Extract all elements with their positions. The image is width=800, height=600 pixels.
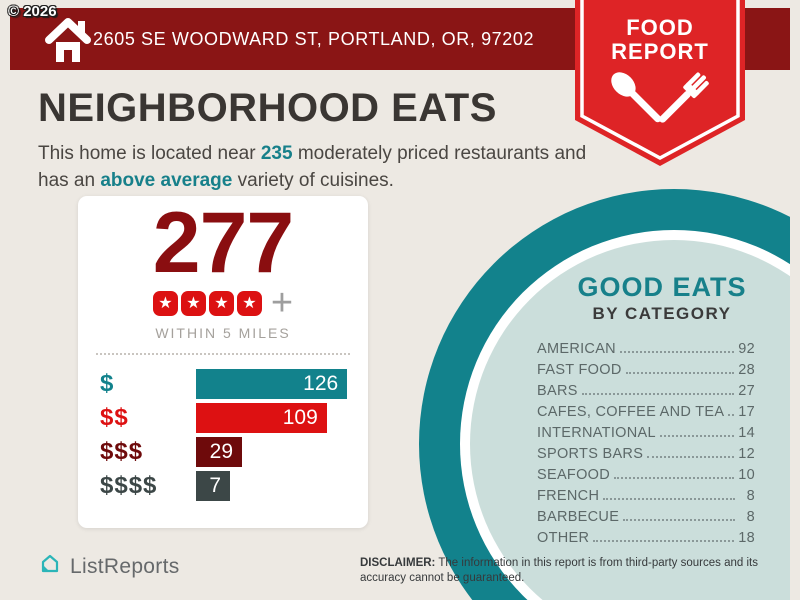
- bar-price-4: 7: [196, 471, 230, 501]
- variety-highlight: above average: [100, 169, 233, 191]
- star-icon: ★: [180, 291, 206, 316]
- page-title: NEIGHBORHOOD EATS: [38, 86, 497, 130]
- star-icon: ★: [236, 291, 262, 316]
- price-tier-label: $: [100, 370, 115, 397]
- dot-leader: [619, 351, 735, 353]
- list-item: INTERNATIONAL 14: [537, 425, 755, 441]
- bar-price-2: 109: [196, 403, 327, 433]
- home-icon: [43, 12, 93, 71]
- summary-text: This home is located near 235 moderately…: [38, 143, 587, 191]
- food-report-badge-label: FOOD REPORT: [611, 15, 709, 65]
- dot-leader: [659, 435, 735, 437]
- category-list: AMERICAN 92 FAST FOOD 28 BARS 27 CAFES, COF…: [537, 336, 755, 546]
- bar-row-price-3: $$$ 29: [78, 437, 350, 467]
- good-eats-header: GOOD EATS BY CATEGORY: [492, 272, 790, 324]
- disclaimer-text: DISCLAIMER: The information in this repo…: [360, 557, 758, 584]
- list-item: OTHER 18: [537, 530, 755, 546]
- restaurant-count-highlight: 235: [260, 143, 293, 164]
- list-item: BARS 27: [537, 383, 755, 399]
- spoon-fork-crossed-icon: [611, 72, 709, 123]
- dot-leader: [593, 540, 735, 542]
- star-icon: ★: [208, 291, 234, 316]
- bar-price-3: 29: [196, 437, 242, 467]
- radius-caption: WITHIN 5 MILES: [155, 325, 291, 341]
- listreports-wordmark: ListReports: [70, 554, 180, 578]
- bar-row-price-4: $$$$ 7: [78, 471, 350, 501]
- listreports-logo: ListReports: [38, 552, 180, 581]
- price-tier-bar-chart: $ 126 $$ 109 $$$ 29 $$$$ 7: [78, 369, 350, 505]
- infographic-canvas: 2605 SE WOODWARD ST, PORTLAND, OR, 97202: [10, 0, 790, 600]
- list-item: SEAFOOD 10: [537, 467, 755, 483]
- price-tier-label: $$: [100, 404, 129, 431]
- list-item: AMERICAN 92: [537, 341, 755, 357]
- list-item: SPORTS BARS 12: [537, 446, 755, 462]
- star-rating-row: ★ ★ ★ ★ +: [78, 282, 368, 324]
- bar-row-price-2: $$ 109: [78, 403, 350, 433]
- property-address: 2605 SE WOODWARD ST, PORTLAND, OR, 97202: [93, 28, 535, 49]
- dot-leader: [581, 393, 735, 395]
- list-item: CAFES, COFFEE AND TEA 17: [537, 404, 755, 420]
- price-tier-label: $$$: [100, 438, 144, 465]
- dot-leader: [623, 519, 735, 521]
- good-eats-subtitle: BY CATEGORY: [592, 304, 732, 323]
- dot-leader: [603, 498, 735, 500]
- dot-leader: [728, 414, 735, 416]
- plus-icon: +: [270, 282, 294, 324]
- listreports-house-icon: [38, 552, 62, 581]
- dot-leader: [614, 477, 735, 479]
- star-icon: ★: [152, 291, 178, 316]
- dotted-divider: [96, 353, 350, 355]
- list-item: FRENCH 8: [537, 488, 755, 504]
- total-restaurant-count: 277: [152, 195, 295, 291]
- bar-row-price-1: $ 126: [78, 369, 350, 399]
- copyright-text: © 2026: [8, 3, 57, 20]
- food-report-badge: FOOD REPORT: [575, 0, 745, 168]
- price-tier-label: $$$$: [100, 472, 158, 499]
- dot-leader: [647, 456, 735, 458]
- good-eats-title: GOOD EATS: [577, 272, 747, 302]
- bar-price-1: 126: [196, 369, 348, 399]
- restaurant-stats-card: 277 ★ ★ ★ ★ + WITHIN 5 MILES $ 126 $$ 109 $$…: [78, 196, 368, 528]
- dot-leader: [625, 372, 735, 374]
- list-item: FAST FOOD 28: [537, 362, 755, 378]
- list-item: BARBECUE 8: [537, 509, 755, 525]
